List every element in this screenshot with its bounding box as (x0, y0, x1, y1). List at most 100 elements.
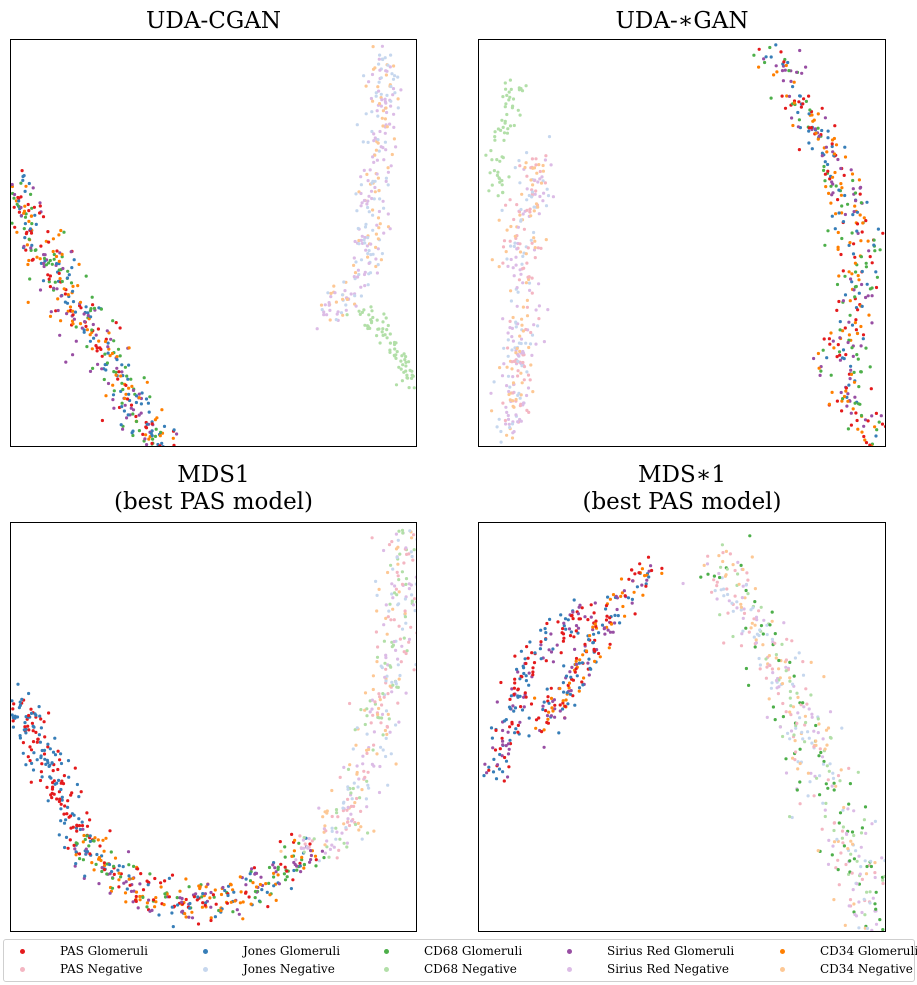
scatter-point (573, 703, 577, 707)
scatter-point (399, 660, 403, 664)
scatter-point (337, 848, 341, 852)
scatter-point (16, 682, 20, 686)
scatter-point (403, 609, 407, 613)
scatter-point (856, 357, 860, 361)
scatter-point (851, 213, 855, 217)
scatter-point (817, 754, 821, 758)
scatter-point (117, 370, 121, 374)
scatter-point (354, 304, 358, 308)
scatter-point (375, 172, 379, 176)
scatter-point (249, 902, 253, 906)
scatter-point (332, 284, 336, 288)
scatter-point (534, 189, 538, 193)
scatter-point (290, 854, 294, 858)
scatter-point (31, 740, 36, 744)
scatter-point (178, 896, 182, 900)
scatter-point (374, 264, 378, 269)
scatter-point (29, 214, 34, 218)
scatter-point (111, 398, 115, 402)
scatter-point (340, 293, 345, 297)
scatter-point (513, 166, 517, 170)
scatter-point (825, 150, 829, 154)
scatter-point (520, 675, 524, 679)
scatter-point (881, 231, 885, 235)
scatter-point (854, 849, 858, 853)
scatter-point (549, 632, 553, 636)
scatter-point (835, 399, 839, 403)
scatter-point (382, 158, 386, 162)
scatter-point (487, 189, 491, 193)
scatter-point (763, 60, 767, 65)
scatter-point (90, 295, 94, 299)
scatter-point (504, 87, 508, 91)
scatter-point (788, 737, 792, 741)
scatter-point (522, 401, 526, 405)
scatter-point (366, 783, 370, 787)
scatter-point (489, 726, 494, 730)
scatter-point (147, 437, 151, 441)
scatter-point (524, 252, 528, 256)
scatter-point (839, 252, 843, 257)
scatter-point (496, 194, 500, 198)
scatter-point (204, 901, 208, 905)
scatter-point (54, 254, 59, 259)
scatter-point (510, 348, 514, 352)
scatter-point (44, 762, 48, 766)
scatter-point (26, 300, 30, 304)
scatter-point (846, 202, 850, 206)
scatter-point (725, 587, 729, 591)
scatter-point (20, 169, 24, 173)
scatter-point (94, 333, 98, 337)
scatter-point (645, 578, 649, 582)
scatter-point (209, 890, 213, 895)
scatter-point (23, 215, 28, 219)
scatter-point (841, 808, 845, 812)
scatter-point (55, 287, 59, 291)
scatter-point (341, 313, 345, 317)
scatter-point (57, 833, 61, 837)
scatter-point (863, 859, 867, 863)
scatter-point (11, 719, 15, 723)
scatter-point (804, 99, 808, 103)
scatter-point (122, 409, 126, 413)
scatter-point (495, 425, 499, 429)
scatter-point (860, 430, 864, 434)
scatter-point (77, 824, 82, 828)
scatter-point (859, 344, 863, 348)
scatter-point (831, 771, 835, 775)
scatter-point (349, 791, 353, 795)
scatter-point (842, 394, 847, 399)
scatter-point (549, 714, 553, 718)
scatter-point (769, 55, 773, 59)
scatter-point (77, 795, 81, 799)
scatter-point (364, 112, 368, 116)
scatter-point (823, 814, 827, 819)
scatter-point (859, 370, 863, 374)
scatter-point (105, 872, 109, 876)
scatter-point (374, 148, 378, 152)
scatter-point (51, 249, 55, 254)
scatter-point (864, 295, 868, 300)
scatter-point (239, 890, 243, 894)
scatter-point (544, 631, 548, 635)
scatter-point (849, 372, 854, 376)
scatter-point (491, 746, 495, 750)
scatter-point (814, 131, 818, 135)
scatter-point (820, 106, 824, 110)
scatter-point (519, 705, 523, 709)
scatter-point (753, 623, 757, 627)
scatter-point (532, 661, 537, 665)
scatter-point (822, 337, 826, 341)
scatter-point (539, 246, 543, 250)
scatter-point (798, 761, 802, 766)
scatter-point (508, 738, 512, 742)
scatter-point (842, 173, 846, 177)
scatter-point (394, 532, 398, 536)
scatter-point (506, 742, 511, 746)
scatter-point (384, 667, 388, 671)
scatter-point (504, 744, 508, 748)
scatter-point (350, 819, 354, 823)
scatter-point (830, 784, 834, 788)
scatter-point (562, 624, 566, 628)
scatter-point (821, 801, 825, 805)
